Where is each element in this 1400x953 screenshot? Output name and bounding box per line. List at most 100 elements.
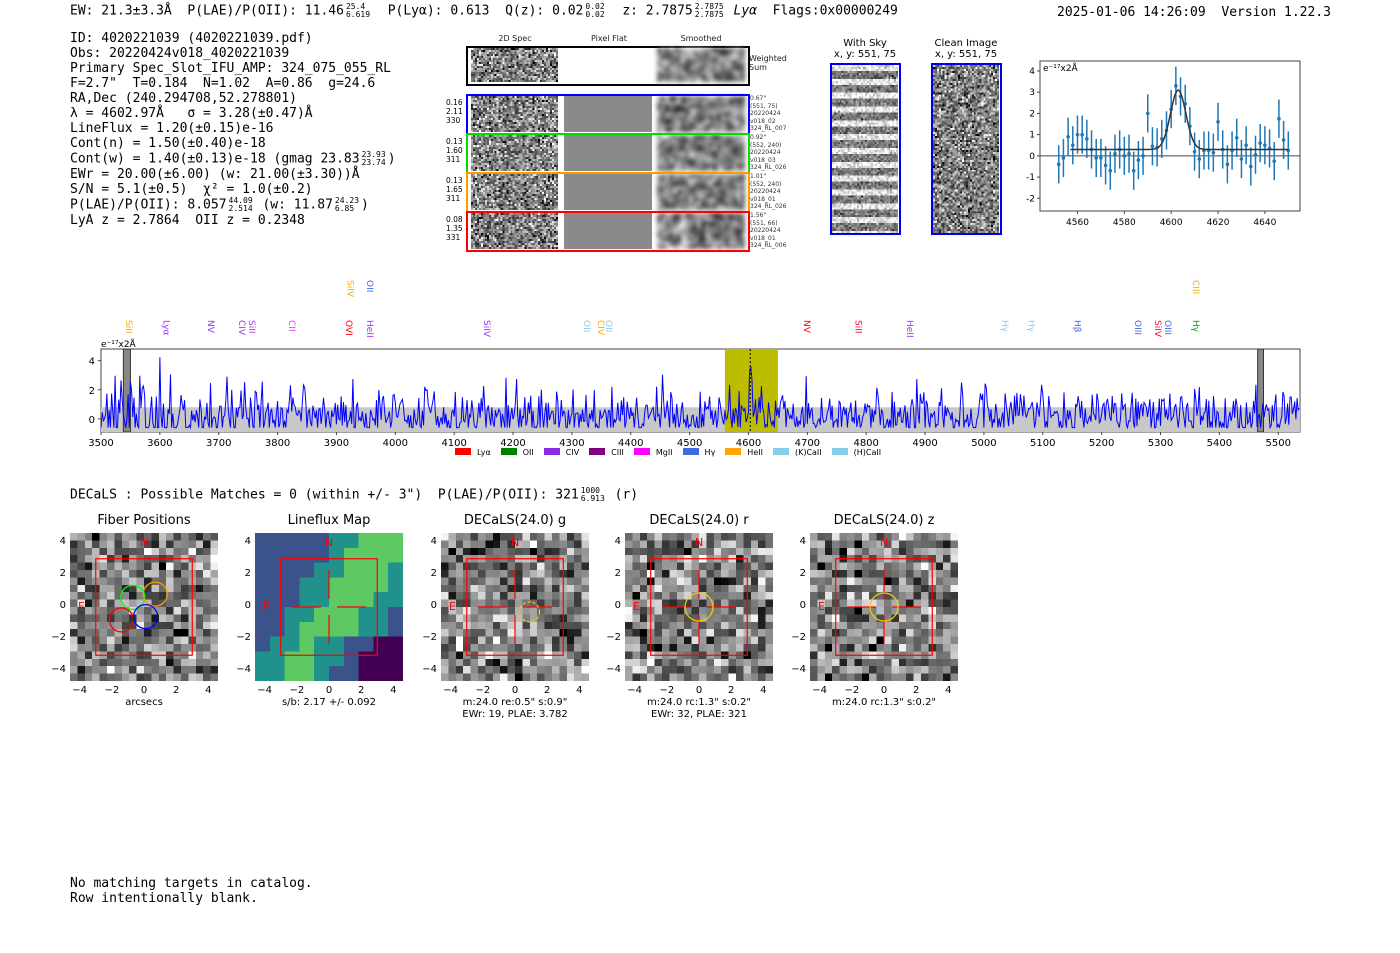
- data-point: [1197, 157, 1202, 161]
- footer-line-2: Row intentionally blank.: [70, 891, 258, 906]
- east-label: E: [263, 600, 270, 613]
- weighted-sum-pixel-flat: [558, 48, 656, 82]
- cutout-caption: EWr: 19, PLAE: 3.782: [462, 709, 568, 720]
- spectral-line-label: SiII: [123, 320, 134, 334]
- decals-summary: DECaLS : Possible Matches = 0 (within +/…: [70, 487, 638, 503]
- data-point: [1281, 138, 1286, 142]
- fiber-stat: 1.35: [446, 224, 463, 233]
- x-tick-label: −2: [475, 685, 491, 696]
- fiber-stat: 0.16: [446, 98, 463, 107]
- with-sky-frame: [830, 63, 901, 235]
- y-tick-label: −4: [51, 664, 66, 676]
- x-tick-label: 2: [357, 685, 365, 696]
- legend-item: (K)CaII: [772, 448, 822, 457]
- x-tick-label: 5300: [1148, 438, 1173, 449]
- gmag-lo: 23.74: [361, 158, 386, 167]
- x-tick-label: 4200: [500, 438, 525, 449]
- fiber-row-frame: [466, 133, 750, 174]
- contw-text: Cont(w) = 1.40(±0.13)e-18 (gmag 23.83: [70, 151, 360, 167]
- data-point: [1150, 144, 1155, 149]
- data-point: [1136, 158, 1141, 162]
- y-tick-label: 0: [59, 600, 66, 611]
- y-unit-label: e⁻¹⁷x2Å: [101, 338, 137, 350]
- x-tick-label: 4000: [383, 438, 408, 449]
- spectral-line-label: SiIV: [480, 320, 491, 338]
- y-tick-label: −2: [422, 632, 437, 644]
- clean-image: [933, 65, 999, 233]
- fiber-stat: 0.13: [446, 176, 463, 185]
- z-range: 2.7875 2.7875: [695, 3, 724, 19]
- aperture-box: [650, 558, 748, 656]
- plae-hi: 44.09: [228, 196, 253, 205]
- fiber-row-info: 1.56" (551, 66) 20220424 v018_01 324_RL_006: [750, 212, 786, 250]
- data-point: [1216, 120, 1220, 124]
- spectral-line-label: Hγ: [1025, 320, 1036, 333]
- fiber-3-smoothed: [657, 213, 745, 249]
- data-point: [1122, 154, 1127, 158]
- aperture-box: [95, 558, 193, 656]
- y-tick-label: 0: [799, 600, 806, 611]
- with-sky-label: With Sky: [843, 38, 887, 49]
- cutout-caption: s/b: 2.17 +/- 0.092: [281, 697, 377, 708]
- fiber-1-smoothed: [657, 135, 745, 171]
- fiber-1-2d-spec: [471, 135, 558, 171]
- spectrum-line: [100, 357, 1300, 430]
- x-tick-label: 5400: [1207, 438, 1232, 449]
- data-point: [1131, 168, 1136, 173]
- spectral-line-label: CIV: [595, 320, 606, 336]
- east-label: E: [449, 600, 456, 613]
- x-tick-label: 2: [912, 685, 920, 696]
- plya-value: P(Lyα): 0.613: [387, 3, 490, 19]
- east-label: E: [633, 600, 640, 613]
- data-point: [1239, 157, 1244, 161]
- data-point: [1253, 152, 1258, 157]
- y-tick-label: 0: [614, 600, 621, 611]
- fiber-circle: [132, 604, 159, 630]
- data-point: [1160, 137, 1164, 141]
- cutout-overlay: [466, 558, 564, 656]
- weighted-sum-row: [466, 46, 750, 86]
- info-obs: Obs: 20220424v018_4020221039: [70, 46, 290, 61]
- data-point: [1263, 143, 1267, 148]
- fiber-info: 324_RL_026: [750, 203, 787, 210]
- y-tick-label: −2: [51, 632, 66, 644]
- x-tick-label: 0: [695, 685, 703, 696]
- north-label: N: [695, 536, 704, 549]
- decals-plae-range: 1000 6.913: [581, 487, 605, 503]
- north-label: N: [325, 536, 334, 549]
- legend-swatch: [543, 448, 560, 455]
- fiber-stat: 1.60: [446, 146, 463, 155]
- fiber-circle: [120, 584, 146, 610]
- fiber-info: 324_RL_026: [750, 164, 787, 171]
- decals-band: (r): [614, 487, 639, 503]
- cutout-image: [70, 533, 218, 681]
- y-tick-label: 2: [89, 386, 95, 397]
- info-plae: P(LAE)/P(OII): 8.057 44.09 2.514 (w: 11.87…: [70, 196, 369, 213]
- x-tick-label: 2: [172, 685, 180, 696]
- data-point: [1211, 150, 1216, 155]
- spectral-line-label: NV: [801, 320, 812, 333]
- north-label: N: [880, 536, 889, 549]
- y-tick-label: 0: [1029, 152, 1035, 162]
- y-tick-label: 4: [89, 357, 95, 368]
- x-tick-label: 4100: [441, 438, 466, 449]
- data-point: [1234, 136, 1239, 140]
- fiber-stat: 1.65: [446, 185, 463, 194]
- fiber-2-2d-spec: [471, 174, 558, 210]
- cutout-image: [625, 533, 773, 681]
- fiber-row-frame: [466, 172, 750, 213]
- x-tick-label: 3700: [206, 438, 231, 449]
- data-point: [1113, 151, 1117, 156]
- legend-label: (H)CaII: [853, 448, 882, 457]
- gmag-range: 23.93 23.74: [362, 151, 386, 167]
- cutout-caption: m:24.0 rc:1.3" s:0.2": [646, 697, 752, 708]
- x-tick-label: −4: [443, 685, 459, 696]
- footer-notes: No matching targets in catalog. Row inten…: [70, 876, 313, 906]
- plae-value: P(LAE)/P(OII): 11.46: [187, 3, 344, 19]
- qz-range: 0.02 0.02: [585, 3, 604, 19]
- z-lo: 2.7875: [694, 10, 724, 19]
- legend-label: MgII: [655, 448, 673, 457]
- data-point: [1061, 156, 1066, 160]
- qz-value: Q(z): 0.02: [505, 3, 584, 19]
- x-tick-label: 4500: [677, 438, 702, 449]
